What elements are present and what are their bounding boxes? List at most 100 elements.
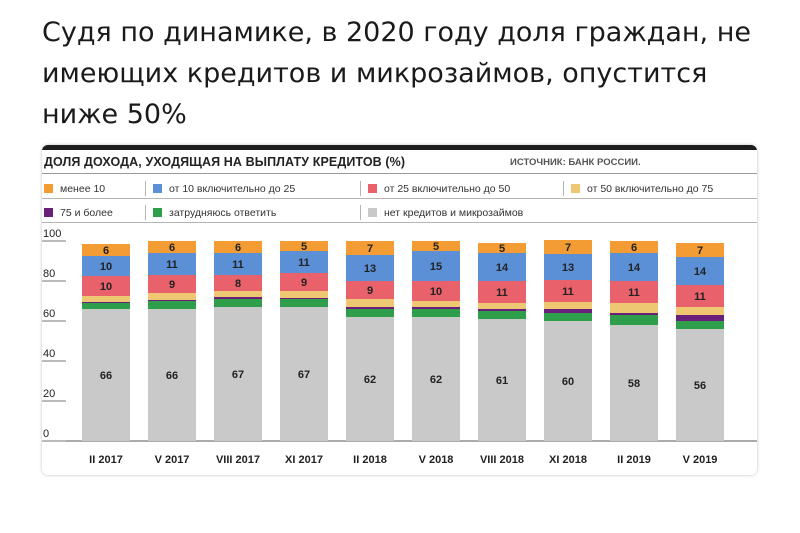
bar-segment [610, 325, 658, 441]
legend-separator [563, 181, 564, 196]
bar-segment [148, 300, 196, 301]
legend-label: нет кредитов и микрозаймов [384, 206, 524, 219]
bar-segment [676, 315, 724, 321]
data-label: 6 [235, 242, 241, 254]
bar-segment [280, 291, 328, 298]
bar-segment [148, 293, 196, 300]
bar-segment [214, 291, 262, 297]
legend-label: менее 10 [60, 182, 106, 195]
legend-item-hard-to-say: затрудняюсь ответить [153, 203, 276, 222]
data-label: 5 [301, 241, 307, 253]
legend-item-under-10: менее 10 [44, 179, 105, 198]
bar-segment [676, 243, 724, 257]
bar-segment [82, 244, 130, 256]
data-label: 67 [298, 369, 310, 381]
bar-segment [214, 241, 262, 253]
data-label: 6 [169, 242, 175, 254]
bar-segment [478, 311, 526, 319]
bar-segment [346, 299, 394, 307]
data-label: 10 [100, 261, 112, 273]
data-label: 10 [100, 281, 112, 293]
bar-segment [280, 273, 328, 291]
legend-label: от 50 включительно до 75 [587, 182, 714, 195]
chart-title: ДОЛЯ ДОХОДА, УХОДЯЩАЯ НА ВЫПЛАТУ КРЕДИТО… [44, 155, 406, 169]
legend-swatch [153, 184, 162, 193]
data-label: 10 [430, 286, 442, 298]
bar-segment [478, 253, 526, 281]
bar-segment [346, 281, 394, 299]
data-label: 11 [298, 257, 310, 269]
data-label: 14 [496, 262, 509, 274]
bar-segment [214, 297, 262, 299]
bar-segment [544, 321, 592, 441]
y-tick-label: 20 [43, 388, 55, 400]
bar-segment [676, 307, 724, 315]
bar-segment [280, 241, 328, 251]
data-label: 58 [628, 378, 640, 390]
bar-segment [412, 251, 460, 281]
chart-source: ИСТОЧНИК: БАНК РОССИИ. [510, 157, 641, 168]
data-label: 67 [232, 369, 244, 381]
data-label: 60 [562, 376, 574, 388]
data-label: 13 [562, 262, 574, 274]
data-label: 6 [631, 242, 637, 254]
legend-swatch [153, 208, 162, 217]
bar-segment [676, 285, 724, 307]
bar-segment [676, 257, 724, 285]
bar-segment [82, 309, 130, 441]
bar-segment [82, 296, 130, 302]
data-label: 66 [166, 370, 178, 382]
bar-segment [412, 281, 460, 301]
bar-segment [412, 317, 460, 441]
legend-item-25-50: от 25 включительно до 50 [368, 179, 510, 198]
data-label: 11 [496, 287, 508, 299]
data-label: 7 [565, 242, 571, 254]
bar-segment [346, 309, 394, 317]
bar-segment [148, 301, 196, 309]
data-label: 14 [694, 266, 707, 278]
legend-swatch [368, 208, 377, 217]
title-divider [42, 173, 757, 174]
bar-segment [346, 307, 394, 309]
bar-segment [610, 253, 658, 281]
data-label: 66 [100, 370, 112, 382]
bar-segment [544, 254, 592, 280]
bar-segment [148, 275, 196, 293]
legend-separator [360, 205, 361, 220]
legend-label: затрудняюсь ответить [169, 206, 277, 219]
bar-segment [280, 251, 328, 273]
bar-segment [610, 281, 658, 303]
data-label: 9 [301, 277, 307, 289]
legend-separator [145, 205, 146, 220]
y-tick-label: 40 [43, 348, 55, 360]
data-label: 5 [499, 243, 505, 255]
bar-segment [412, 307, 460, 309]
bar-segment [676, 321, 724, 329]
bar-segment [544, 280, 592, 302]
data-label: 61 [496, 375, 508, 387]
y-tick-label: 100 [43, 228, 61, 240]
legend-label: от 25 включительно до 50 [384, 182, 511, 195]
legend-swatch [44, 184, 53, 193]
x-tick-label: XI 2018 [549, 454, 587, 466]
bar-segment [214, 253, 262, 275]
headline-text: Судя по динамике, в 2020 году доля гражд… [42, 17, 751, 130]
data-label: 13 [364, 263, 376, 275]
bar-segment [610, 303, 658, 313]
data-label: 11 [562, 286, 574, 298]
legend-separator [145, 181, 146, 196]
data-label: 56 [694, 380, 706, 392]
data-label: 11 [628, 287, 640, 299]
y-tick-label: 0 [43, 428, 49, 440]
x-tick-label: VIII 2017 [216, 454, 260, 466]
data-label: 9 [169, 279, 175, 291]
data-label: 8 [235, 278, 241, 290]
bar-segment [280, 298, 328, 299]
y-tick-label: 60 [43, 308, 55, 320]
bar-segment [676, 329, 724, 441]
bar-segment [346, 317, 394, 441]
bar-segment [544, 302, 592, 309]
bar-segment [82, 302, 130, 303]
data-label: 11 [232, 259, 244, 271]
